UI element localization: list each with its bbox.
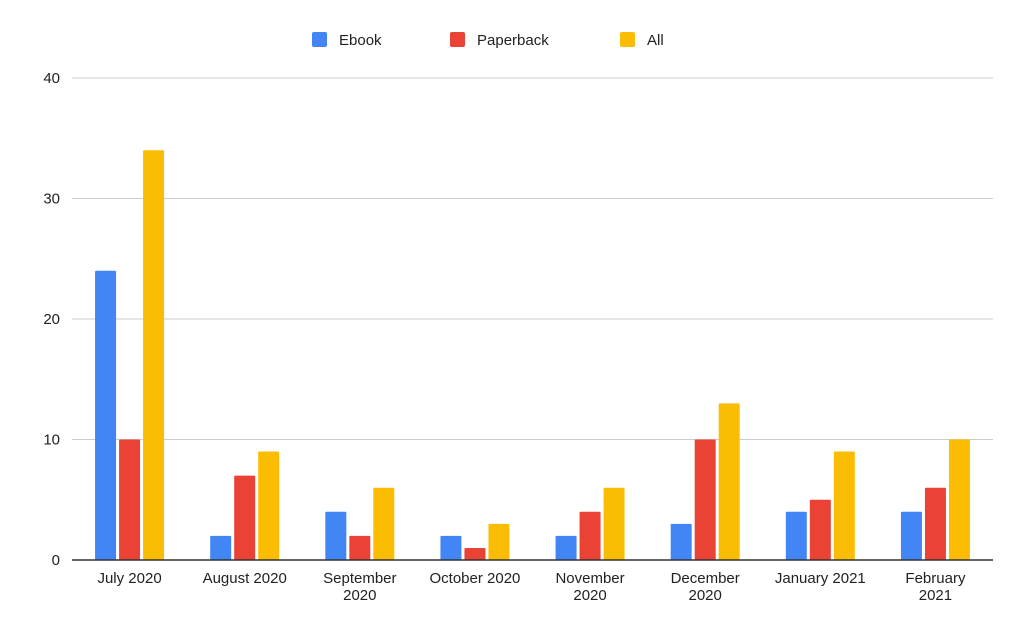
bar-ebook-0 <box>95 270 117 560</box>
bar-paperback-0 <box>119 439 141 560</box>
bar-ebook-7 <box>900 511 922 560</box>
y-axis-ticks: 0 10 20 30 40 <box>43 70 60 569</box>
bar-paperback-4 <box>579 511 601 560</box>
bar-paperback-6 <box>809 499 831 560</box>
y-tick-label: 40 <box>43 70 60 87</box>
bar-all-4 <box>603 487 625 560</box>
x-tick-label: 2020 <box>343 587 376 604</box>
x-tick-label: February <box>905 570 966 587</box>
bar-all-5 <box>718 403 740 560</box>
legend-swatch-paperback <box>450 32 465 47</box>
bar-all-2 <box>373 487 395 560</box>
bar-all-0 <box>143 150 165 561</box>
bar-all-7 <box>948 439 970 560</box>
legend-swatch-all <box>620 32 635 47</box>
bar-ebook-2 <box>325 511 347 560</box>
bar-paperback-3 <box>464 547 486 560</box>
bar-paperback-5 <box>694 439 716 560</box>
legend-label-paperback: Paperback <box>477 32 549 49</box>
legend-swatch-ebook <box>312 32 327 47</box>
bar-all-3 <box>488 523 510 560</box>
bar-paperback-1 <box>234 475 256 560</box>
bar-ebook-1 <box>210 535 232 560</box>
bar-ebook-5 <box>670 523 692 560</box>
x-axis-labels: July 2020 August 2020 September2020October… <box>97 570 965 604</box>
x-tick-label: August 2020 <box>203 570 287 587</box>
y-tick-label: 20 <box>43 311 60 328</box>
x-tick-label: November <box>555 570 624 587</box>
x-tick-label: September <box>323 570 396 587</box>
bar-ebook-6 <box>785 511 807 560</box>
bar-ebook-4 <box>555 535 577 560</box>
x-tick-label: July 2020 <box>97 570 161 587</box>
bar-paperback-2 <box>349 535 371 560</box>
x-tick-label: 2020 <box>689 587 722 604</box>
bar-ebook-3 <box>440 535 462 560</box>
x-tick-label: 2020 <box>573 587 606 604</box>
x-tick-label: October 2020 <box>429 570 520 587</box>
bars <box>95 150 970 561</box>
bar-all-1 <box>258 451 280 560</box>
y-tick-label: 0 <box>52 552 60 569</box>
legend-label-ebook: Ebook <box>339 32 382 49</box>
x-tick-label: 2021 <box>919 587 952 604</box>
bar-all-6 <box>833 451 855 560</box>
legend: Ebook Paperback All <box>312 32 664 49</box>
y-tick-label: 30 <box>43 191 60 208</box>
bar-paperback-7 <box>924 487 946 560</box>
legend-label-all: All <box>647 32 664 49</box>
y-tick-label: 10 <box>43 432 60 449</box>
x-tick-label: December <box>671 570 740 587</box>
gridlines <box>72 77 993 440</box>
x-tick-label: January 2021 <box>775 570 866 587</box>
